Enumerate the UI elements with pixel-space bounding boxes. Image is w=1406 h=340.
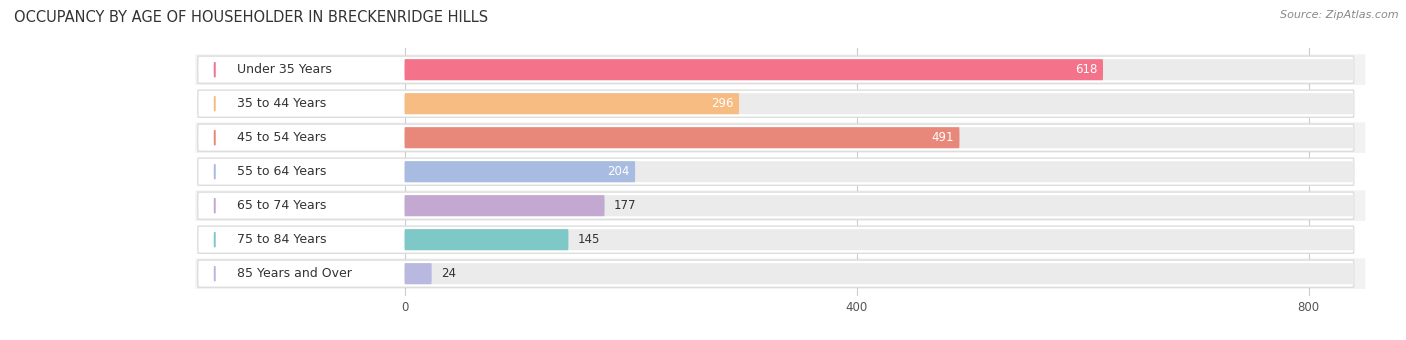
Text: 75 to 84 Years: 75 to 84 Years xyxy=(238,233,326,246)
FancyBboxPatch shape xyxy=(198,158,1354,185)
FancyBboxPatch shape xyxy=(405,127,1354,148)
Text: 85 Years and Over: 85 Years and Over xyxy=(238,267,352,280)
FancyBboxPatch shape xyxy=(405,263,1354,284)
Text: 204: 204 xyxy=(607,165,630,178)
FancyBboxPatch shape xyxy=(198,90,1354,117)
FancyBboxPatch shape xyxy=(405,161,636,182)
FancyBboxPatch shape xyxy=(405,229,1354,250)
FancyBboxPatch shape xyxy=(198,260,1354,287)
FancyBboxPatch shape xyxy=(405,59,1102,80)
FancyBboxPatch shape xyxy=(405,229,568,250)
Text: 145: 145 xyxy=(578,233,600,246)
FancyBboxPatch shape xyxy=(405,195,605,216)
FancyBboxPatch shape xyxy=(405,59,1354,80)
FancyBboxPatch shape xyxy=(405,93,740,114)
Text: 177: 177 xyxy=(613,199,636,212)
Text: Under 35 Years: Under 35 Years xyxy=(238,63,332,76)
FancyBboxPatch shape xyxy=(195,258,1365,289)
FancyBboxPatch shape xyxy=(198,56,1354,83)
Text: 491: 491 xyxy=(931,131,953,144)
FancyBboxPatch shape xyxy=(198,192,1354,219)
Text: 65 to 74 Years: 65 to 74 Years xyxy=(238,199,326,212)
Text: 55 to 64 Years: 55 to 64 Years xyxy=(238,165,326,178)
FancyBboxPatch shape xyxy=(198,226,1354,253)
FancyBboxPatch shape xyxy=(195,122,1365,153)
FancyBboxPatch shape xyxy=(195,88,1365,119)
FancyBboxPatch shape xyxy=(195,156,1365,187)
FancyBboxPatch shape xyxy=(195,54,1365,85)
FancyBboxPatch shape xyxy=(405,161,1354,182)
FancyBboxPatch shape xyxy=(405,127,959,148)
Text: 35 to 44 Years: 35 to 44 Years xyxy=(238,97,326,110)
Text: 618: 618 xyxy=(1076,63,1097,76)
FancyBboxPatch shape xyxy=(405,263,432,284)
Text: 24: 24 xyxy=(440,267,456,280)
Text: Source: ZipAtlas.com: Source: ZipAtlas.com xyxy=(1281,10,1399,20)
FancyBboxPatch shape xyxy=(405,93,1354,114)
FancyBboxPatch shape xyxy=(195,190,1365,221)
Text: OCCUPANCY BY AGE OF HOUSEHOLDER IN BRECKENRIDGE HILLS: OCCUPANCY BY AGE OF HOUSEHOLDER IN BRECK… xyxy=(14,10,488,25)
FancyBboxPatch shape xyxy=(405,195,1354,216)
FancyBboxPatch shape xyxy=(195,224,1365,255)
Text: 296: 296 xyxy=(711,97,734,110)
Text: 45 to 54 Years: 45 to 54 Years xyxy=(238,131,326,144)
FancyBboxPatch shape xyxy=(198,124,1354,151)
